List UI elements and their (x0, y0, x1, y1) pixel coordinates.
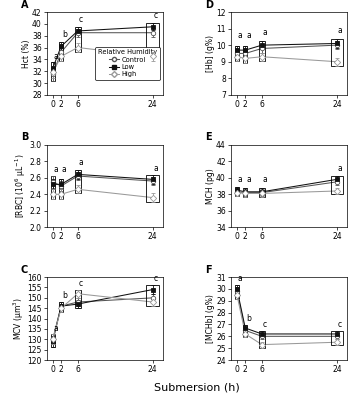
Bar (330, 39, 343, 66)
Bar (235, 285, 239, 299)
Text: a: a (79, 158, 83, 167)
Text: b: b (62, 30, 67, 39)
Bar (259, 188, 265, 197)
Bar (146, 175, 159, 202)
Text: c: c (263, 320, 267, 329)
Bar (243, 188, 247, 197)
Text: a: a (54, 324, 58, 333)
Bar (59, 179, 63, 199)
Text: F: F (205, 265, 212, 275)
Text: a: a (154, 164, 158, 173)
Y-axis label: [Hb] (g%): [Hb] (g%) (206, 35, 215, 72)
Bar (259, 331, 265, 348)
Bar (51, 334, 55, 346)
Bar (146, 286, 159, 306)
Y-axis label: MCH (pg): MCH (pg) (206, 168, 215, 204)
Text: a: a (263, 175, 267, 184)
Bar (243, 46, 247, 62)
Text: b: b (62, 291, 67, 300)
Bar (75, 27, 81, 52)
Bar (51, 176, 55, 199)
Text: a: a (238, 274, 242, 283)
Text: a: a (238, 174, 242, 184)
Bar (235, 187, 239, 196)
Text: a: a (263, 28, 267, 37)
Bar (235, 46, 239, 61)
Bar (51, 62, 55, 81)
Bar (59, 302, 63, 312)
Legend: Control, Low, High: Control, Low, High (95, 47, 160, 80)
Bar (146, 23, 159, 60)
Text: c: c (338, 320, 342, 329)
Text: a: a (62, 166, 67, 174)
Text: a: a (54, 164, 58, 174)
Text: c: c (154, 274, 158, 283)
Bar (259, 41, 265, 61)
Y-axis label: MCV (μm$^3$): MCV (μm$^3$) (11, 297, 26, 340)
Bar (330, 331, 343, 345)
Bar (243, 325, 247, 337)
Text: A: A (21, 0, 28, 10)
Text: b: b (246, 314, 251, 323)
Text: C: C (21, 265, 28, 275)
Bar (330, 176, 343, 194)
Text: c: c (154, 11, 158, 20)
Bar (75, 170, 81, 194)
Text: a: a (246, 175, 251, 184)
Y-axis label: [RBC] (10$^6$ μL$^{-1}$): [RBC] (10$^6$ μL$^{-1}$) (14, 154, 28, 218)
Text: c: c (79, 278, 83, 288)
Bar (75, 290, 81, 308)
Text: Submersion (h): Submersion (h) (154, 382, 240, 392)
Text: a: a (246, 31, 251, 40)
Y-axis label: Hct (%): Hct (%) (21, 39, 30, 68)
Bar (59, 42, 63, 60)
Text: a: a (338, 164, 343, 173)
Text: a: a (338, 26, 343, 35)
Text: a: a (54, 52, 58, 60)
Text: B: B (21, 132, 28, 142)
Text: c: c (79, 15, 83, 24)
Text: a: a (238, 31, 242, 40)
Text: E: E (205, 132, 212, 142)
Y-axis label: [MCHb] (g%): [MCHb] (g%) (206, 294, 215, 343)
Text: D: D (205, 0, 213, 10)
